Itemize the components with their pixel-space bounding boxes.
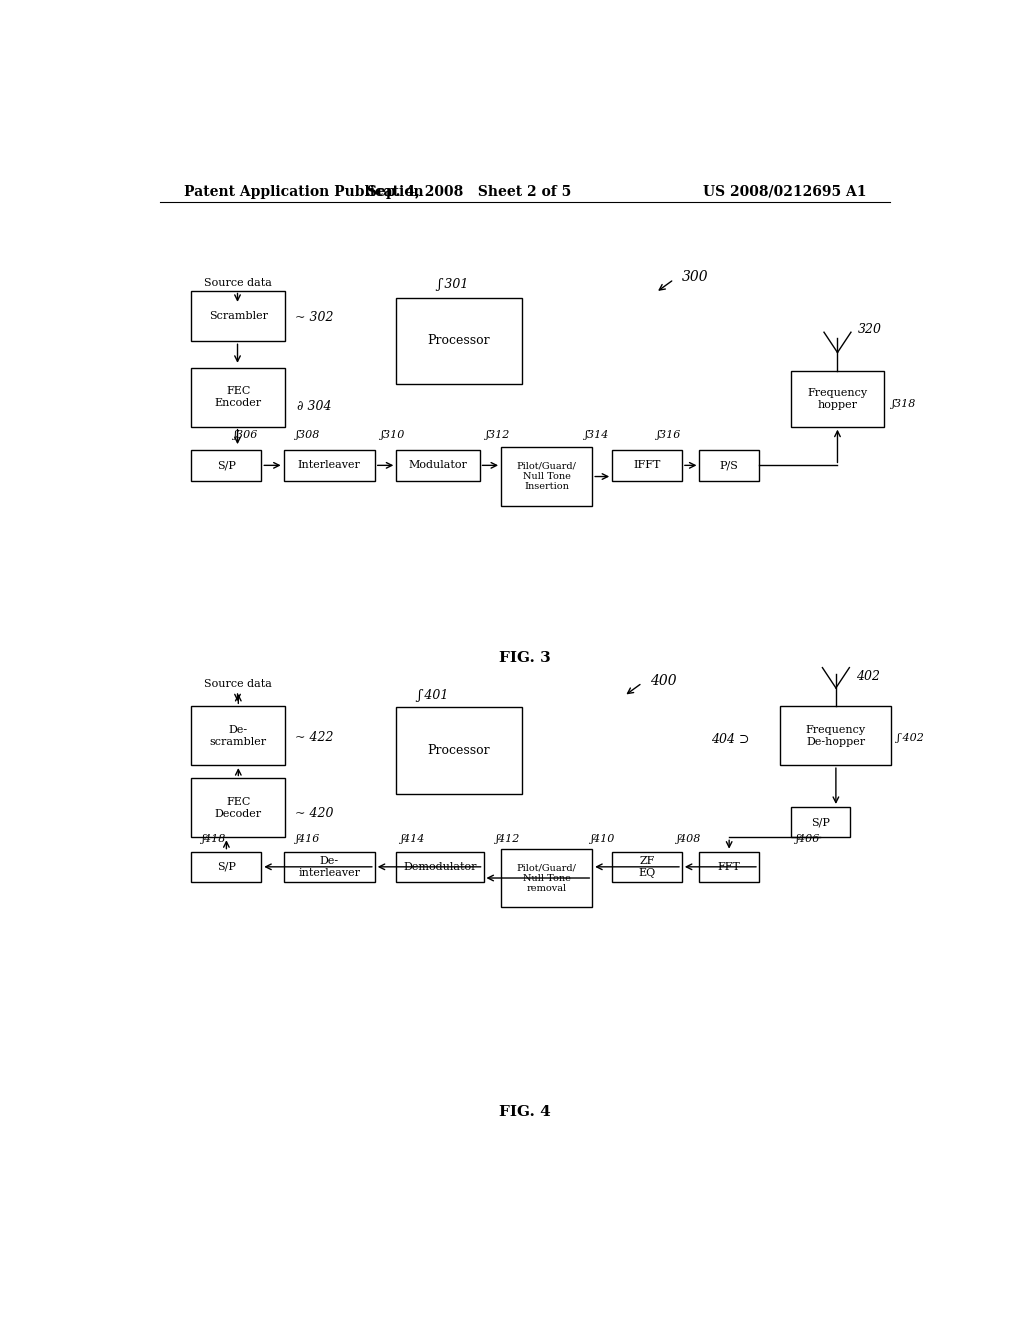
Bar [501,447,592,506]
Text: ʃ306: ʃ306 [232,430,257,440]
Text: ʃ310: ʃ310 [380,430,404,440]
Bar [284,450,375,480]
Text: ʃ 401: ʃ 401 [418,689,450,702]
Text: 300: 300 [682,271,709,284]
Text: S/P: S/P [217,862,236,871]
Bar [396,450,479,480]
Text: 402: 402 [856,671,881,684]
Text: ~ 420: ~ 420 [295,808,333,821]
Text: FIG. 4: FIG. 4 [499,1105,551,1119]
Text: ʃ410: ʃ410 [590,834,614,845]
Bar [612,851,682,882]
Text: De-
scrambler: De- scrambler [210,725,267,747]
Bar [791,807,850,837]
Text: ~ 422: ~ 422 [295,731,333,744]
Text: 320: 320 [858,322,882,335]
Bar [612,450,682,480]
Text: ʃ314: ʃ314 [585,430,608,440]
Text: Processor: Processor [428,334,490,347]
Bar [191,851,261,882]
Text: ʃ308: ʃ308 [295,430,319,440]
Bar [191,706,285,766]
Text: Source data: Source data [204,678,271,689]
Text: De-
interleaver: De- interleaver [298,857,360,878]
Bar [396,851,483,882]
Text: P/S: P/S [720,461,738,470]
Bar [191,368,285,426]
Text: Frequency
De-hopper: Frequency De-hopper [806,725,866,747]
Bar [501,849,592,907]
Text: FEC
Decoder: FEC Decoder [215,797,262,818]
Text: IFFT: IFFT [633,461,660,470]
Bar [780,706,892,766]
Text: 404 ⊃: 404 ⊃ [711,734,750,746]
Text: ʃ316: ʃ316 [655,430,680,440]
Text: FFT: FFT [718,862,740,871]
Bar [191,290,285,342]
Bar [396,297,521,384]
Text: Scrambler: Scrambler [209,312,268,321]
Text: US 2008/0212695 A1: US 2008/0212695 A1 [702,185,866,199]
Text: Source data: Source data [204,279,271,289]
Bar [191,450,261,480]
Text: ʃ 301: ʃ 301 [437,277,469,290]
Text: FIG. 3: FIG. 3 [499,652,551,665]
Text: ʃ406: ʃ406 [795,834,819,845]
Text: Pilot/Guard/
Null Tone
Insertion: Pilot/Guard/ Null Tone Insertion [517,462,577,491]
Text: S/P: S/P [811,817,829,828]
Text: ʃ 402: ʃ 402 [896,733,924,743]
Text: Pilot/Guard/
Null Tone
removal: Pilot/Guard/ Null Tone removal [517,863,577,892]
Text: Patent Application Publication: Patent Application Publication [183,185,423,199]
Bar [699,450,759,480]
Bar [396,708,521,793]
Text: ʃ416: ʃ416 [295,834,319,845]
Text: 400: 400 [650,673,677,688]
Text: ʃ408: ʃ408 [676,834,700,845]
Bar [791,371,885,426]
Text: ~ 302: ~ 302 [295,312,333,325]
Text: S/P: S/P [217,461,236,470]
Text: Demodulator: Demodulator [403,862,476,871]
Text: Modulator: Modulator [409,461,467,470]
Text: ZF
EQ: ZF EQ [638,857,655,878]
Bar [699,851,759,882]
Bar [284,851,375,882]
Text: ʃ318: ʃ318 [892,400,915,409]
Text: ʃ412: ʃ412 [496,834,520,845]
Text: Processor: Processor [428,744,490,756]
Text: Sep. 4, 2008   Sheet 2 of 5: Sep. 4, 2008 Sheet 2 of 5 [368,185,571,199]
Text: ʃ312: ʃ312 [485,430,510,440]
Text: FEC
Encoder: FEC Encoder [215,387,262,408]
Text: ʃ418: ʃ418 [201,834,225,845]
Text: Interleaver: Interleaver [298,461,360,470]
Text: Frequency
hopper: Frequency hopper [807,388,867,409]
Bar [191,779,285,837]
Text: ʃ414: ʃ414 [400,834,425,845]
Text: ∂ 304: ∂ 304 [297,400,332,413]
